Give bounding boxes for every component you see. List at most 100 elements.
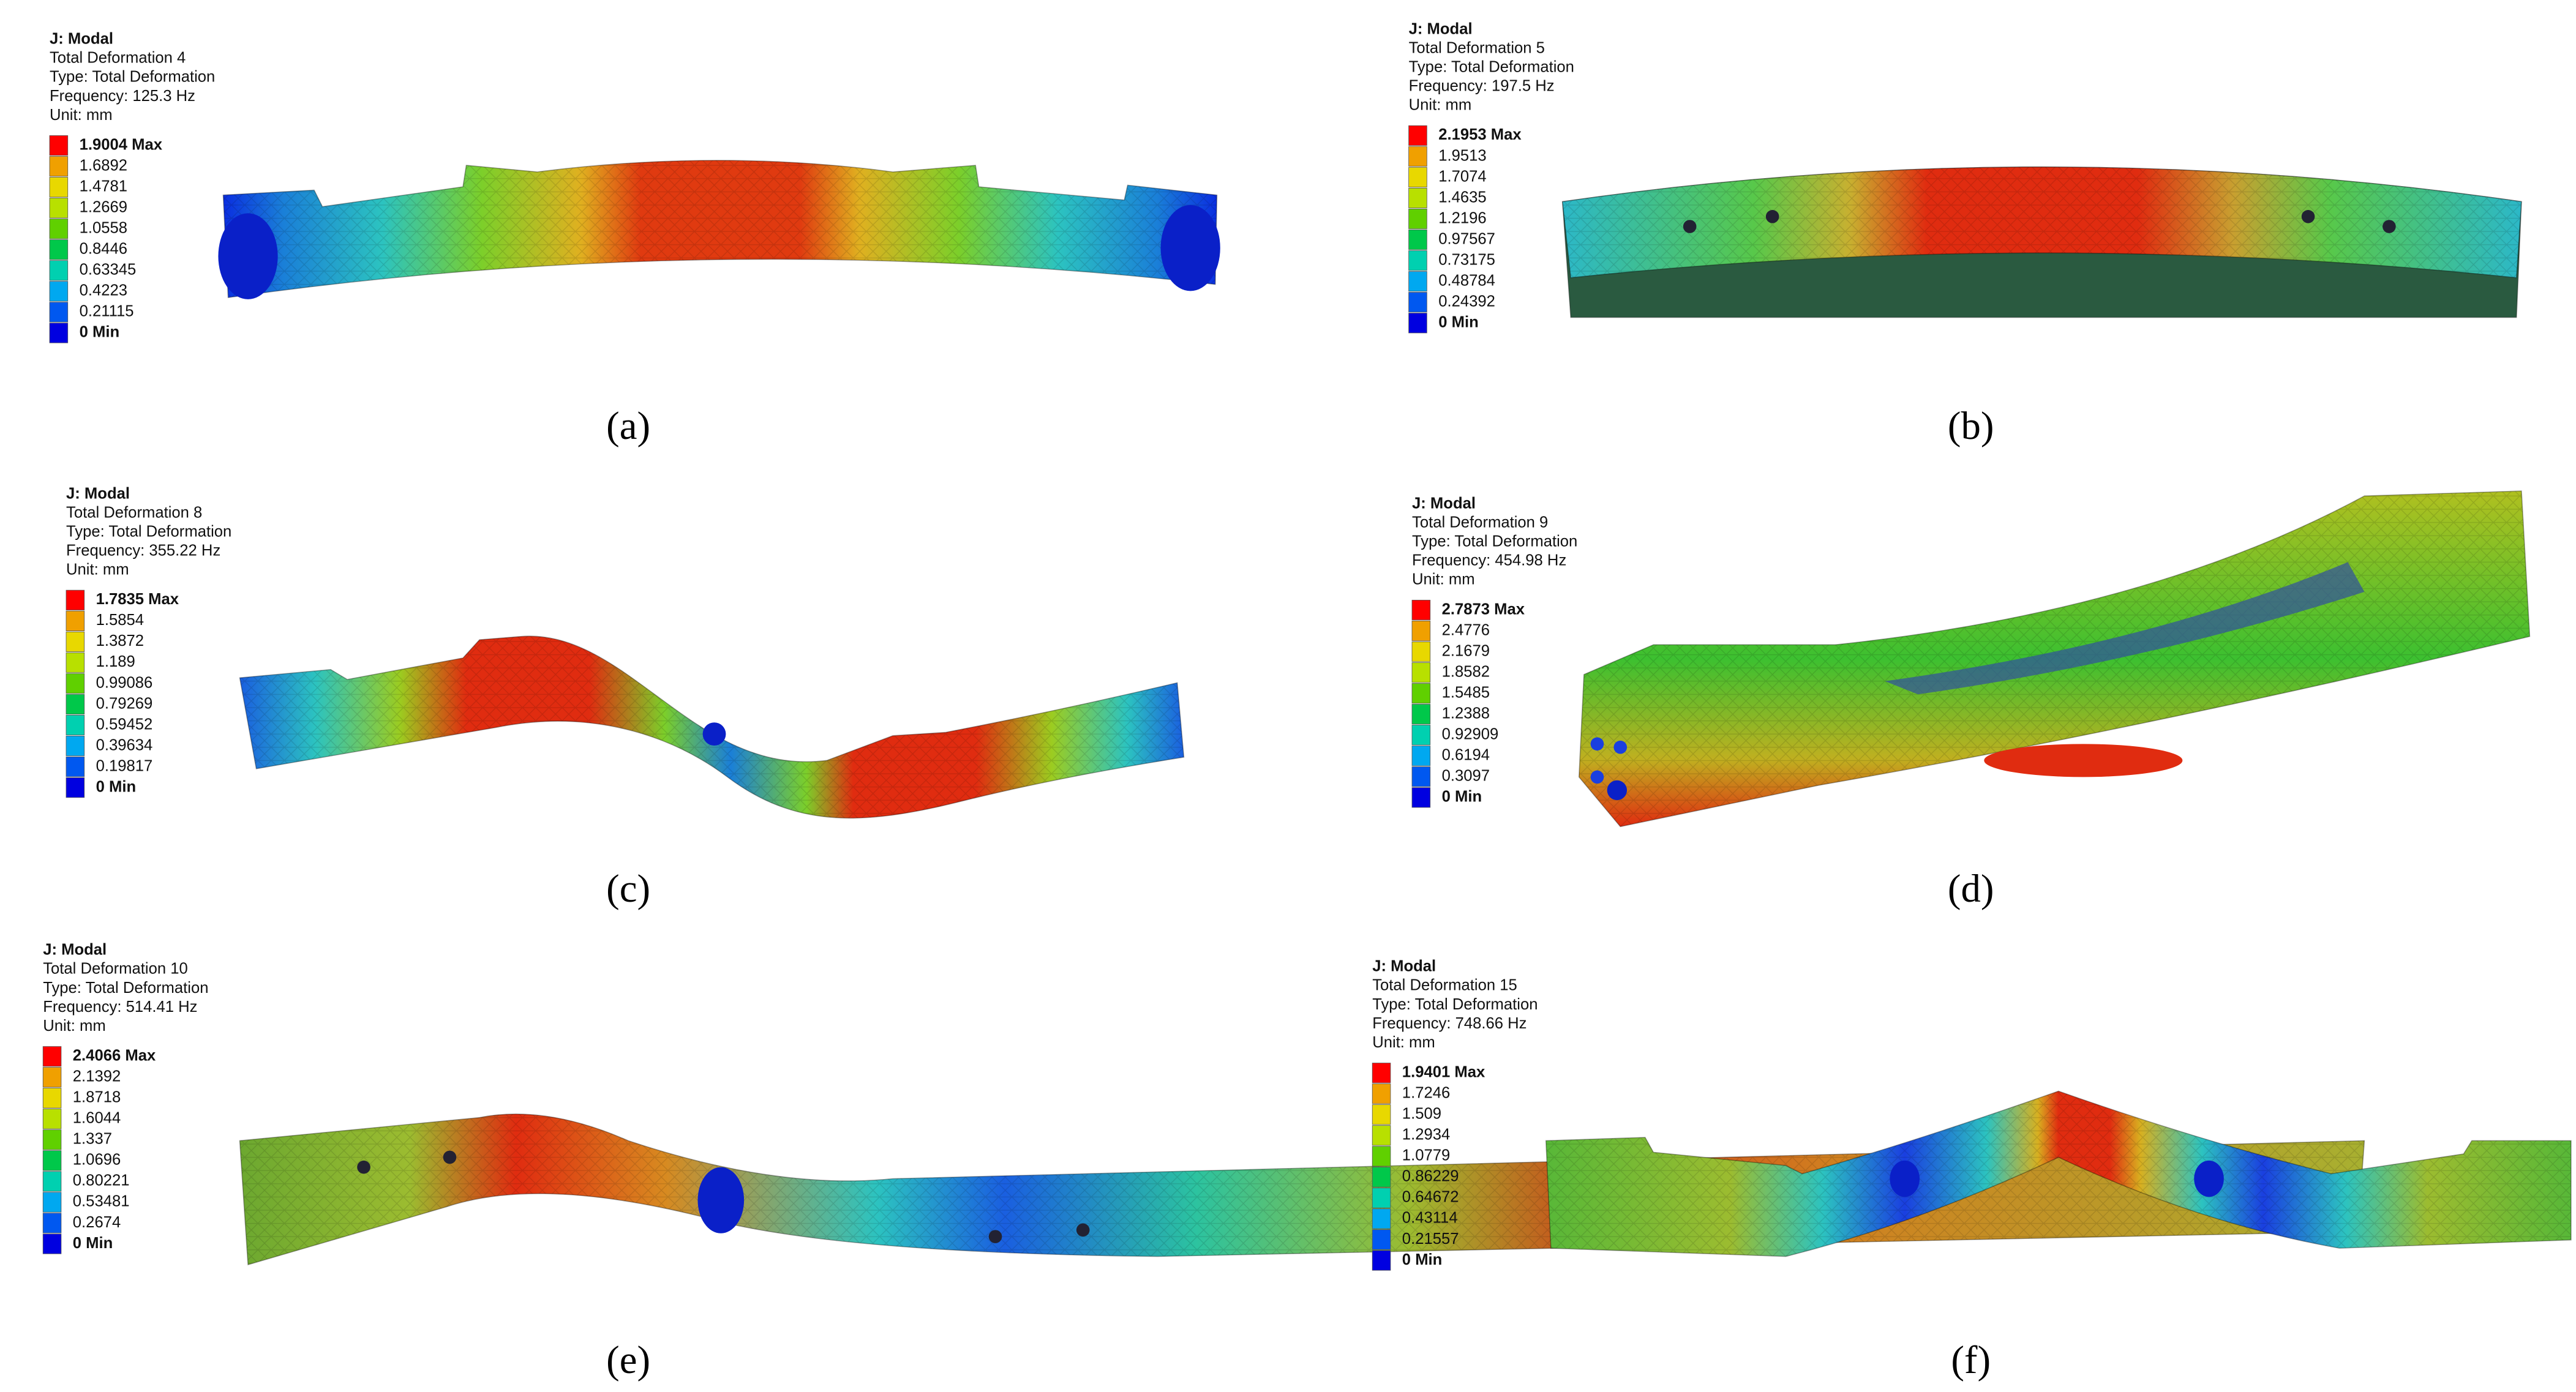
legend-label: 0.48784	[1438, 272, 1495, 289]
header-line: Total Deformation 4	[50, 50, 186, 67]
legend-label: 0 Min	[96, 778, 137, 795]
legend-swatch	[1411, 599, 1431, 621]
header-line: Unit: mm	[1412, 571, 1475, 588]
legend-swatch	[1408, 250, 1427, 271]
caption: (f)	[1951, 1338, 1991, 1382]
legend-label: 1.5854	[96, 612, 144, 629]
legend-label: 1.2669	[80, 199, 127, 216]
legend-swatch	[42, 1150, 62, 1171]
legend-label: 1.7835 Max	[96, 591, 179, 608]
legend-label: 1.9513	[1438, 147, 1486, 164]
legend-label: 1.0696	[73, 1151, 121, 1169]
legend-label: 1.2196	[1438, 209, 1486, 226]
legend-label: 1.8718	[73, 1089, 121, 1106]
legend-label: 0 Min	[80, 324, 120, 341]
legend-swatch	[1411, 642, 1431, 662]
legend-label: 0.80221	[73, 1172, 130, 1189]
legend-label: 0.3097	[1442, 768, 1490, 785]
legend-swatch	[66, 610, 85, 631]
header-line: Unit: mm	[50, 107, 113, 124]
legend-swatch	[1408, 271, 1427, 292]
legend-swatch	[1408, 187, 1427, 209]
model-b	[1561, 166, 2522, 318]
legend-swatch	[66, 756, 85, 777]
legend-swatch	[66, 735, 85, 757]
legend-swatch	[1411, 787, 1431, 808]
header-line: Total Deformation 5	[1409, 39, 1545, 56]
legend-label: 0.21557	[1402, 1230, 1459, 1248]
legend-label: 0.24392	[1438, 293, 1495, 310]
legend-label: 1.6892	[80, 157, 127, 174]
header-line: Unit: mm	[1372, 1034, 1435, 1051]
legend-swatch	[66, 673, 85, 694]
legend-label: 1.5485	[1442, 684, 1490, 701]
legend-swatch	[1372, 1083, 1391, 1104]
legend-swatch	[49, 239, 69, 260]
legend-swatch	[49, 135, 69, 156]
legend-label: 0.21115	[80, 303, 134, 320]
legend-swatch	[42, 1067, 62, 1088]
legend-swatch	[1408, 125, 1427, 146]
legend-swatch	[66, 631, 85, 653]
legend-swatch	[1372, 1125, 1391, 1146]
legend-swatch	[42, 1213, 62, 1233]
legend-label: 1.4635	[1438, 189, 1486, 206]
legend-label: 2.4066 Max	[73, 1047, 156, 1065]
header-line: Type: Total Deformation	[1409, 59, 1574, 76]
legend-swatch	[1411, 746, 1431, 766]
header-line: Unit: mm	[43, 1017, 106, 1035]
legend-label: 1.3872	[96, 632, 144, 649]
legend-label: 1.7074	[1438, 168, 1486, 185]
caption: (e)	[606, 1338, 650, 1382]
legend-swatch	[1411, 662, 1431, 683]
legend-label: 0 Min	[73, 1235, 113, 1252]
legend-swatch	[66, 714, 85, 736]
legend-label: 0.53481	[73, 1193, 130, 1210]
legend-swatch	[1372, 1104, 1391, 1125]
legend-label: 0.86229	[1402, 1168, 1459, 1185]
legend-swatch	[49, 281, 69, 302]
legend-swatch	[1372, 1208, 1391, 1229]
legend-label: 1.8582	[1442, 663, 1490, 680]
header-line: Type: Total Deformation	[1412, 533, 1577, 550]
legend-label: 0 Min	[1402, 1251, 1443, 1268]
model-c	[239, 635, 1185, 819]
model-f	[1545, 1090, 2572, 1257]
header-line: J: Modal	[66, 485, 130, 502]
header-line: Type: Total Deformation	[66, 523, 231, 540]
header-line: Total Deformation 8	[66, 504, 202, 521]
header-line: J: Modal	[50, 31, 113, 48]
legend-swatch	[1372, 1167, 1391, 1188]
legend-label: 1.9401 Max	[1402, 1064, 1485, 1081]
header-line: Frequency: 197.5 Hz	[1409, 78, 1555, 95]
legend-swatch	[42, 1046, 62, 1067]
legend-label: 0.59452	[96, 716, 153, 733]
legend-swatch	[49, 260, 69, 281]
legend-label: 1.337	[73, 1131, 112, 1148]
header-line: J: Modal	[1412, 495, 1476, 512]
legend-swatch	[1408, 146, 1427, 167]
header-line: Frequency: 355.22 Hz	[66, 542, 220, 559]
header-line: Frequency: 514.41 Hz	[43, 998, 197, 1016]
legend-swatch	[1411, 704, 1431, 725]
legend-swatch	[66, 777, 85, 798]
legend-label: 0.92909	[1442, 726, 1499, 743]
header-line: J: Modal	[1409, 20, 1473, 37]
legend-swatch	[1411, 683, 1431, 704]
legend-label: 2.7873 Max	[1442, 601, 1525, 618]
legend-swatch	[1408, 229, 1427, 250]
legend-swatch	[49, 198, 69, 219]
legend-label: 0.4223	[80, 282, 127, 299]
legend-label: 0.6194	[1442, 747, 1490, 764]
legend-swatch	[1372, 1188, 1391, 1208]
legend-label: 1.2388	[1442, 705, 1490, 722]
legend-label: 1.0779	[1402, 1147, 1450, 1164]
header-line: Total Deformation 9	[1412, 514, 1548, 531]
legend-label: 1.9004 Max	[80, 136, 163, 153]
legend-label: 0.99086	[96, 674, 153, 691]
legend-swatch	[1372, 1146, 1391, 1167]
header-line: Total Deformation 15	[1372, 977, 1517, 994]
legend-swatch	[66, 694, 85, 715]
legend-label: 2.1953 Max	[1438, 126, 1522, 143]
